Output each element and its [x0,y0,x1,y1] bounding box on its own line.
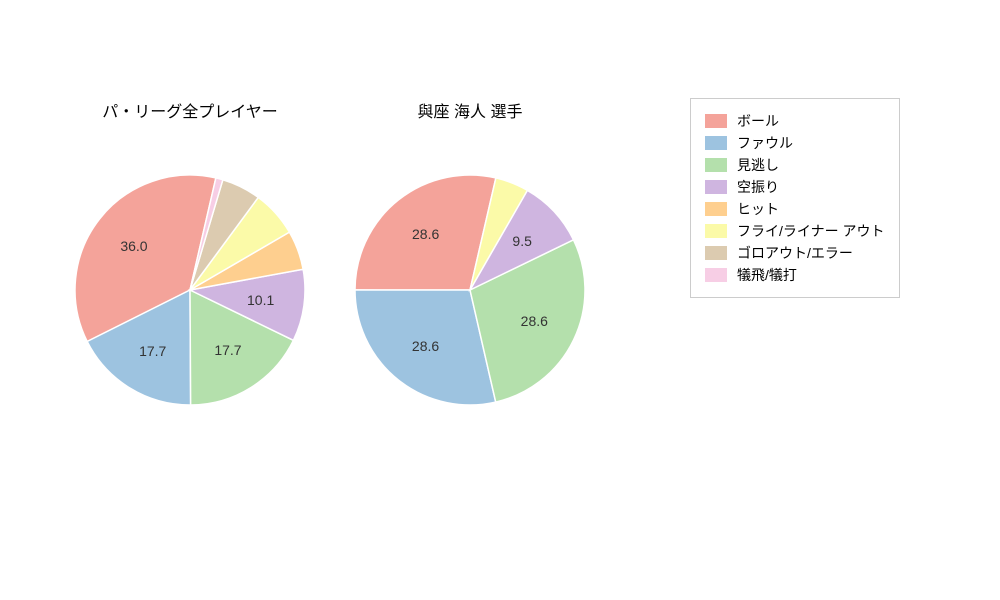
pie-chart-league: 36.017.717.710.1 [75,175,305,405]
pie-svg [75,175,305,405]
legend-item-swing: 空振り [705,177,885,197]
legend-label-ball: ボール [737,111,779,131]
legend-swatch-fly [705,224,727,238]
legend-item-ground: ゴロアウト/エラー [705,243,885,263]
legend-swatch-swing [705,180,727,194]
legend-item-sac: 犠飛/犠打 [705,265,885,285]
legend-swatch-ball [705,114,727,128]
chart-container: パ・リーグ全プレイヤー 與座 海人 選手 36.017.717.710.1 28… [0,0,1000,600]
legend-item-look: 見逃し [705,155,885,175]
chart-title-player: 與座 海人 選手 [418,98,523,122]
legend: ボールファウル見逃し空振りヒットフライ/ライナー アウトゴロアウト/エラー犠飛/… [690,98,900,298]
legend-label-foul: ファウル [737,133,793,153]
legend-swatch-foul [705,136,727,150]
legend-swatch-hit [705,202,727,216]
legend-label-swing: 空振り [737,177,779,197]
pie-chart-player: 28.628.628.69.5 [355,175,585,405]
legend-label-hit: ヒット [737,199,779,219]
chart-title-league: パ・リーグ全プレイヤー [102,98,278,122]
legend-label-fly: フライ/ライナー アウト [737,221,885,241]
legend-item-ball: ボール [705,111,885,131]
legend-label-sac: 犠飛/犠打 [737,265,797,285]
legend-swatch-sac [705,268,727,282]
legend-swatch-ground [705,246,727,260]
legend-item-fly: フライ/ライナー アウト [705,221,885,241]
pie-svg [355,175,585,405]
legend-item-hit: ヒット [705,199,885,219]
legend-label-look: 見逃し [737,155,779,175]
legend-swatch-look [705,158,727,172]
legend-label-ground: ゴロアウト/エラー [737,243,853,263]
legend-item-foul: ファウル [705,133,885,153]
